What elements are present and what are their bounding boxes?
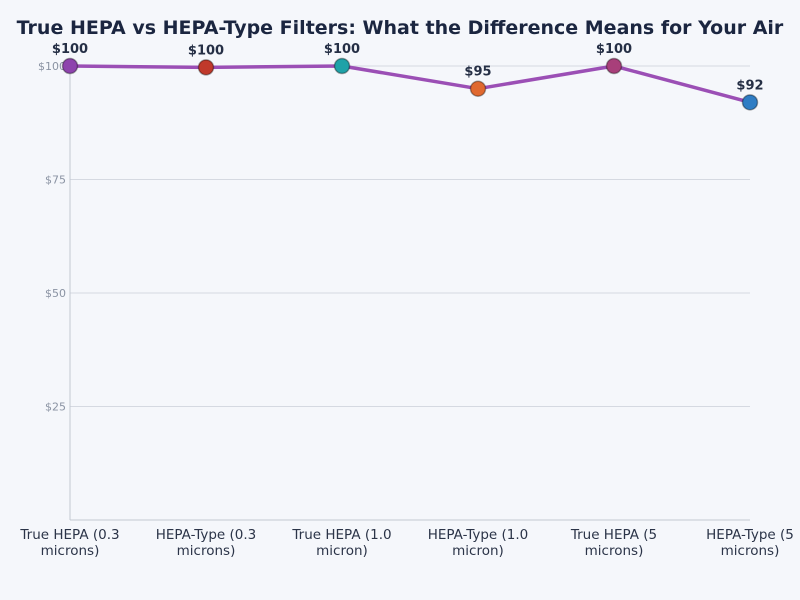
x-tick-label-line: micron) — [452, 543, 504, 559]
x-tick-label-line: HEPA-Type (0.3 — [156, 527, 257, 543]
series-line — [69, 64, 751, 105]
x-tick-label-line: microns) — [721, 543, 780, 559]
data-label: $100 — [188, 43, 224, 58]
y-tick-label: $75 — [45, 174, 66, 187]
data-point — [469, 80, 487, 97]
x-tick-label: HEPA-Type (1.0 micron) — [428, 527, 529, 559]
data-point — [741, 94, 759, 111]
data-point — [197, 59, 215, 76]
data-label: $92 — [736, 78, 763, 93]
x-tick-label: True HEPA (1.0 micron) — [291, 527, 391, 559]
x-tick-label-line: microns) — [41, 543, 100, 559]
data-label: $95 — [464, 65, 491, 80]
x-tick-label: HEPA-Type (0.3 microns) — [156, 527, 257, 559]
x-tick-label-line: True HEPA (0.3 — [19, 527, 119, 543]
data-point — [333, 57, 351, 75]
data-label: $100 — [324, 42, 360, 57]
data-label: $100 — [596, 42, 632, 57]
x-tick-label-line: HEPA-Type (5 — [706, 527, 794, 543]
x-tick-label: True HEPA (0.3 microns) — [19, 527, 119, 559]
data-point — [605, 57, 623, 75]
y-tick-label: $100 — [38, 60, 66, 73]
x-tick-label: True HEPA (5 microns) — [570, 527, 657, 559]
x-tick-label-line: HEPA-Type (1.0 — [428, 527, 529, 543]
x-tick-label-line: True HEPA (1.0 — [291, 527, 391, 543]
x-tick-label: HEPA-Type (5 microns) — [706, 527, 794, 559]
x-tick-label-line: microns) — [177, 543, 236, 559]
data-point — [61, 57, 79, 75]
data-label: $100 — [52, 42, 88, 57]
x-tick-label-line: True HEPA (5 — [570, 527, 657, 543]
chart-title: True HEPA vs HEPA-Type Filters: What the… — [17, 17, 784, 39]
x-tick-label-line: microns) — [585, 543, 644, 559]
x-tick-label-line: micron) — [316, 543, 368, 559]
y-tick-label: $25 — [45, 401, 66, 414]
y-tick-label: $50 — [45, 287, 66, 300]
